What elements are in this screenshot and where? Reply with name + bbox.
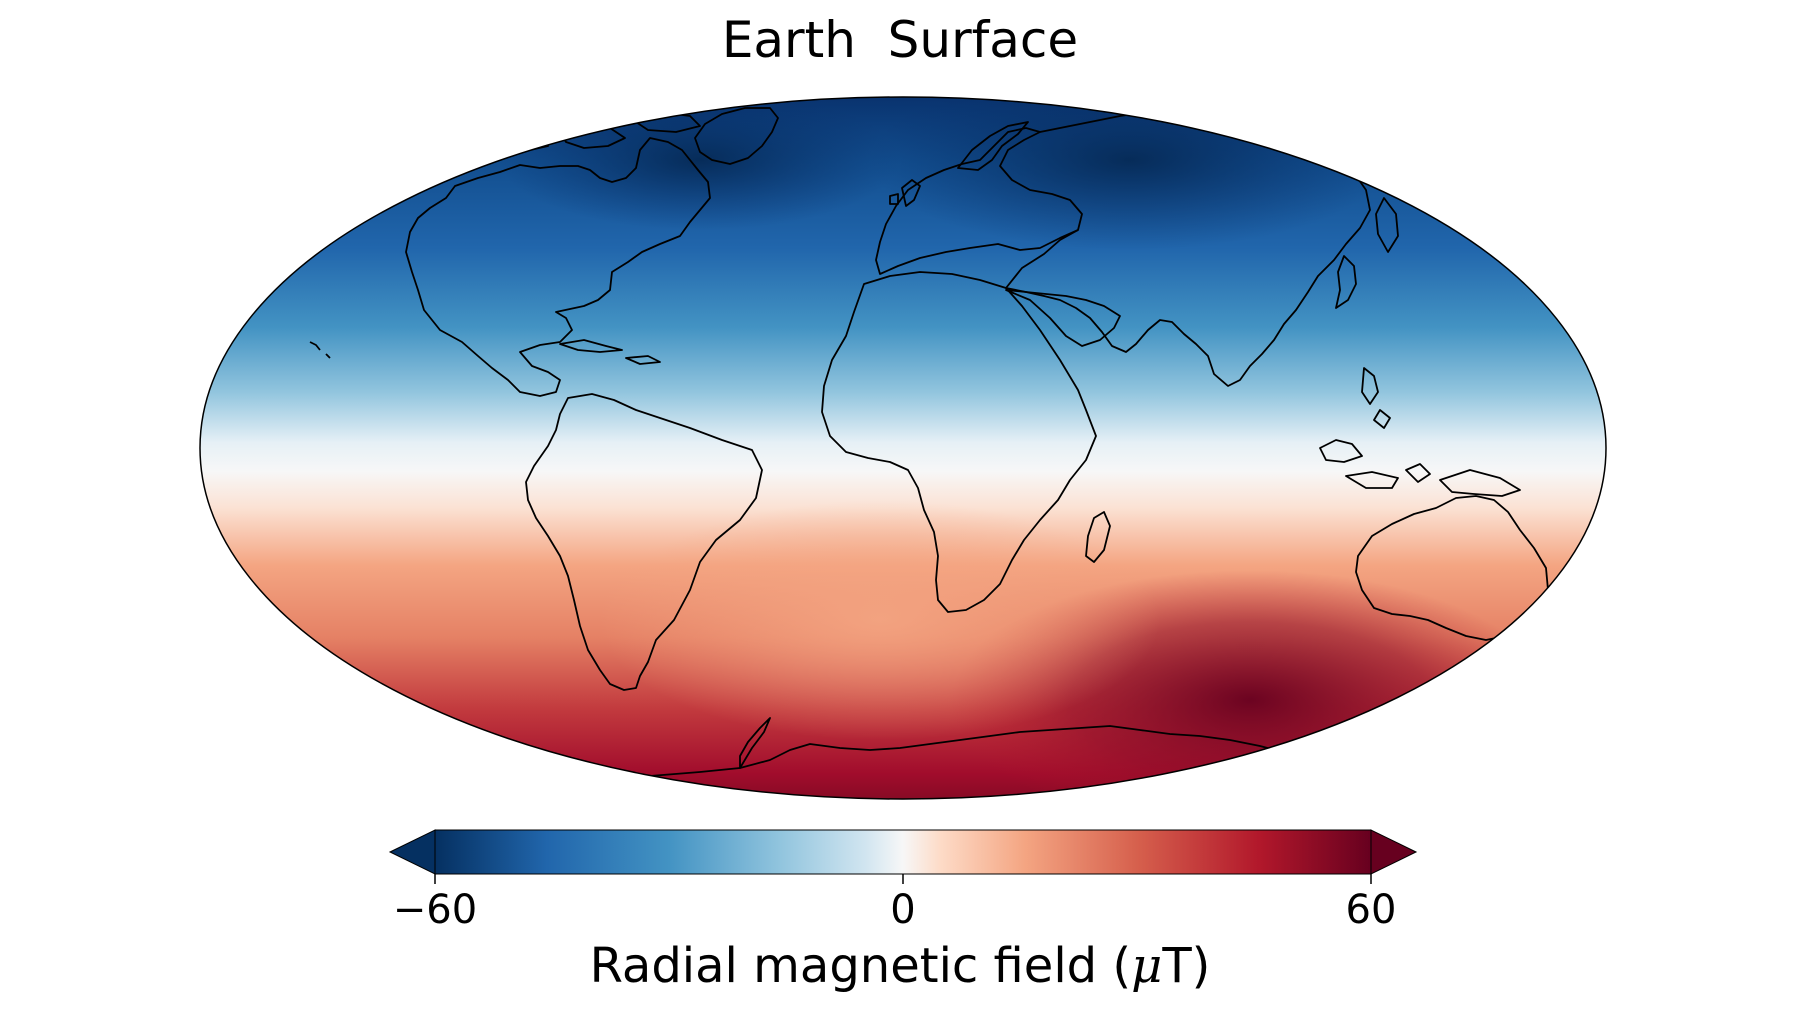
colorbar-extend-max: [1370, 829, 1418, 875]
map-title: Earth Surface: [721, 11, 1079, 69]
caribbean-coastline: [559, 339, 661, 365]
colorbar: [388, 829, 1418, 884]
madagascar-coastline: [1085, 511, 1111, 563]
indonesia-coastline: [1319, 439, 1521, 497]
colorbar-label-unit-symbol: μ: [1131, 938, 1163, 994]
europe-coastline: [875, 127, 1083, 275]
colorbar-tick-label: −60: [392, 887, 478, 933]
arabia-coastline: [1005, 289, 1121, 347]
kamchatka-coastline: [1375, 197, 1399, 253]
colorbar-body: [434, 829, 1372, 875]
colorbar-label-unit-letter: T: [1162, 938, 1192, 994]
new-zealand-coastline: [1551, 619, 1589, 663]
south-america-coastline: [525, 393, 763, 691]
japan-coastline: [1335, 255, 1357, 309]
colorbar-label-quantity: Radial magnetic field: [589, 938, 1098, 994]
british-isles-coastline: [889, 179, 921, 207]
antarctica-coastline: [609, 725, 1351, 787]
colorbar-tick-label: 0: [890, 887, 916, 933]
north-america-coastline: [405, 137, 711, 397]
magnetic-field-map: [200, 97, 1606, 799]
scandinavia-coastline: [957, 121, 1029, 171]
greenland-coastline: [694, 107, 779, 165]
map-boundary: [199, 96, 1607, 800]
philippines-coastline: [1361, 367, 1391, 429]
africa-coastline: [821, 271, 1097, 613]
antarctic-peninsula-coastline: [739, 717, 771, 769]
colorbar-tick-label: 60: [1345, 887, 1397, 933]
colorbar-extend-min: [388, 829, 436, 875]
colorbar-label: Radial magnetic field (μT): [589, 938, 1211, 994]
hawaii-coastline: [309, 341, 331, 359]
